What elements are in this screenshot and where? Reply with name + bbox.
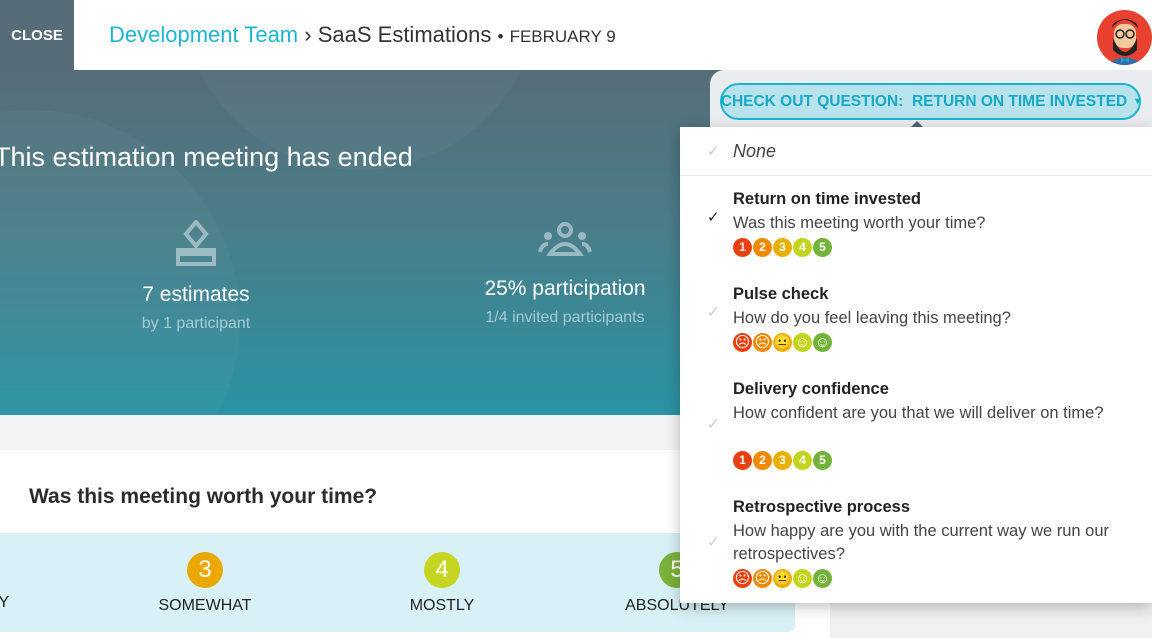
scale-number: 3 bbox=[773, 238, 792, 257]
answer-label: LY bbox=[0, 594, 10, 611]
answer-scale: LY 3 SOMEWHAT 4 MOSTLY 5 ABSOLUTELY bbox=[0, 533, 795, 632]
check-icon: ✓ bbox=[707, 143, 720, 160]
caret-down-icon: ▾ bbox=[1135, 96, 1141, 107]
top-bar: CLOSE Development Team › SaaS Estimation… bbox=[0, 0, 1152, 71]
menu-item-title: Delivery confidence bbox=[733, 380, 889, 398]
invited-participants: 1/4 invited participants bbox=[485, 309, 645, 326]
estimates-count: 7 estimates bbox=[142, 283, 250, 306]
scale-number: 2 bbox=[753, 451, 772, 470]
scale-number: 5 bbox=[813, 451, 832, 470]
estimates-participants: by 1 participant bbox=[141, 315, 251, 332]
face-icon: ☹ bbox=[733, 333, 752, 352]
face-icon: ☺ bbox=[813, 333, 832, 352]
checkout-prefix: CHECK OUT QUESTION: bbox=[720, 92, 904, 110]
checkout-question-dropdown[interactable]: CHECK OUT QUESTION: RETURN ON TIME INVES… bbox=[720, 83, 1141, 120]
close-button[interactable]: CLOSE bbox=[0, 0, 74, 71]
checkout-question-text: Was this meeting worth your time? bbox=[29, 485, 378, 508]
answer-option[interactable]: LY bbox=[0, 594, 80, 612]
menu-item-title: Retrospective process bbox=[733, 498, 910, 516]
meeting-ended-heading: This estimation meeting has ended bbox=[0, 142, 413, 172]
answer-label: SOMEWHAT bbox=[158, 597, 252, 614]
user-avatar-icon bbox=[1107, 19, 1143, 65]
dropdown-pointer bbox=[911, 121, 923, 127]
face-icon: 😐 bbox=[773, 333, 792, 352]
scale-preview: ☹ ☹ 😐 ☺ ☺ bbox=[733, 333, 832, 352]
face-icon: ☹ bbox=[733, 569, 752, 588]
breadcrumb: Development Team › SaaS Estimations • FE… bbox=[109, 22, 616, 48]
menu-item-none[interactable]: ✓ None bbox=[680, 127, 1152, 176]
breadcrumb-team-link[interactable]: Development Team bbox=[109, 22, 299, 47]
ballot-box-icon bbox=[176, 218, 216, 266]
checkout-question-card: Was this meeting worth your time? LY 3 S… bbox=[0, 450, 830, 638]
answer-label: MOSTLY bbox=[409, 597, 475, 614]
menu-item-question: Was this meeting worth your time? bbox=[733, 214, 986, 232]
meeting-date: FEBRUARY 9 bbox=[509, 27, 616, 46]
check-icon: ✓ bbox=[707, 209, 720, 226]
avatar[interactable] bbox=[1097, 10, 1152, 65]
menu-item-question: How confident are you that we will deliv… bbox=[733, 404, 1104, 422]
bullet: • bbox=[497, 27, 504, 46]
scale-number: 4 bbox=[793, 238, 812, 257]
answer-number: 3 bbox=[187, 552, 223, 588]
menu-item-question: How happy are you with the current way w… bbox=[733, 522, 1110, 563]
scale-number: 1 bbox=[733, 238, 752, 257]
checkout-question-menu: ✓ None ✓ Return on time invested Was thi… bbox=[680, 127, 1152, 603]
menu-item-title: Return on time invested bbox=[733, 190, 921, 208]
scale-number: 1 bbox=[733, 451, 752, 470]
group-icon bbox=[538, 222, 592, 256]
face-icon: ☹ bbox=[753, 569, 772, 588]
check-icon: ✓ bbox=[707, 534, 720, 551]
menu-item-title: Pulse check bbox=[733, 285, 829, 303]
check-icon: ✓ bbox=[707, 416, 720, 433]
face-icon: ☹ bbox=[753, 333, 772, 352]
scale-number: 2 bbox=[753, 238, 772, 257]
answer-option[interactable]: 4 MOSTLY bbox=[362, 552, 522, 615]
answer-option[interactable]: 3 SOMEWHAT bbox=[125, 552, 285, 615]
participation-stat: 25% participation 1/4 invited participan… bbox=[415, 220, 715, 327]
scale-number: 5 bbox=[813, 238, 832, 257]
face-icon: ☺ bbox=[793, 569, 812, 588]
breadcrumb-separator: › bbox=[304, 22, 312, 47]
scale-preview: ☹ ☹ 😐 ☺ ☺ bbox=[733, 569, 832, 588]
face-icon: 😐 bbox=[773, 569, 792, 588]
scale-number: 3 bbox=[773, 451, 792, 470]
participation-percent: 25% participation bbox=[484, 277, 646, 300]
estimates-stat: 7 estimates by 1 participant bbox=[46, 218, 346, 333]
answer-number: 4 bbox=[424, 552, 460, 588]
meeting-title: SaaS Estimations bbox=[317, 22, 492, 47]
menu-item-label: None bbox=[733, 141, 777, 161]
checkout-value: RETURN ON TIME INVESTED bbox=[911, 92, 1128, 110]
face-icon: ☺ bbox=[813, 569, 832, 588]
menu-item-question: How do you feel leaving this meeting? bbox=[733, 309, 1011, 327]
scale-number: 4 bbox=[793, 451, 812, 470]
check-icon: ✓ bbox=[707, 304, 720, 321]
face-icon: ☺ bbox=[793, 333, 812, 352]
